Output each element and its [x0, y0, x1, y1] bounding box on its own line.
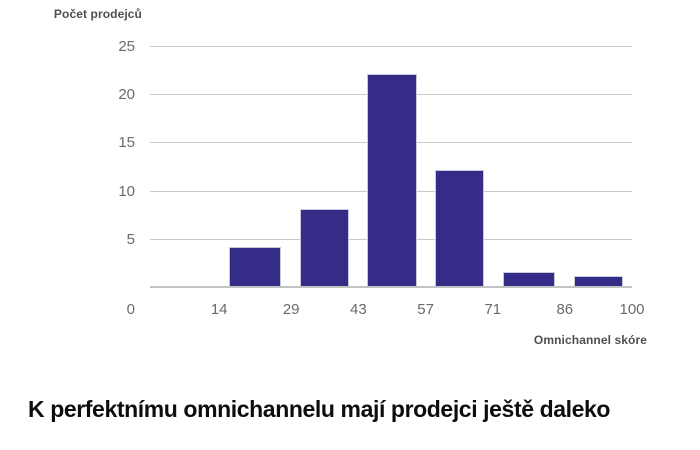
- bar-bin-14-29: [228, 247, 282, 286]
- y-tick-label-5: 5: [126, 230, 135, 248]
- x-tick-label-86: 86: [556, 301, 574, 318]
- bar-bin-57-71: [434, 170, 484, 286]
- x-tick-label-57: 57: [417, 301, 434, 318]
- x-tick-label-71: 71: [484, 301, 502, 318]
- y-axis-title: Počet prodejců: [53, 7, 142, 21]
- bar-bin-71-86: [502, 271, 556, 286]
- x-tick-label-14: 14: [210, 301, 228, 318]
- x-tick-label-29: 29: [282, 301, 300, 318]
- plot-area: [150, 40, 632, 288]
- gridline-y-25: [150, 45, 632, 47]
- x-axis-line: [150, 286, 632, 288]
- y-tick-label-20: 20: [118, 86, 135, 103]
- bar-bin-86-100: [573, 276, 623, 286]
- x-tick-label-0: 0: [126, 301, 135, 318]
- y-tick-label-15: 15: [118, 134, 135, 152]
- y-tick-label-25: 25: [118, 37, 135, 55]
- bar-bin-29-43: [300, 208, 350, 286]
- x-tick-label-100: 100: [619, 301, 645, 318]
- x-tick-label-43: 43: [350, 301, 367, 318]
- x-axis-title: Omnichannel skóre: [533, 333, 647, 347]
- bar-bin-43-57: [367, 73, 417, 286]
- y-tick-label-10: 10: [118, 182, 135, 200]
- chart-caption: K perfektnímu omnichannelu mají prodejci…: [28, 396, 611, 422]
